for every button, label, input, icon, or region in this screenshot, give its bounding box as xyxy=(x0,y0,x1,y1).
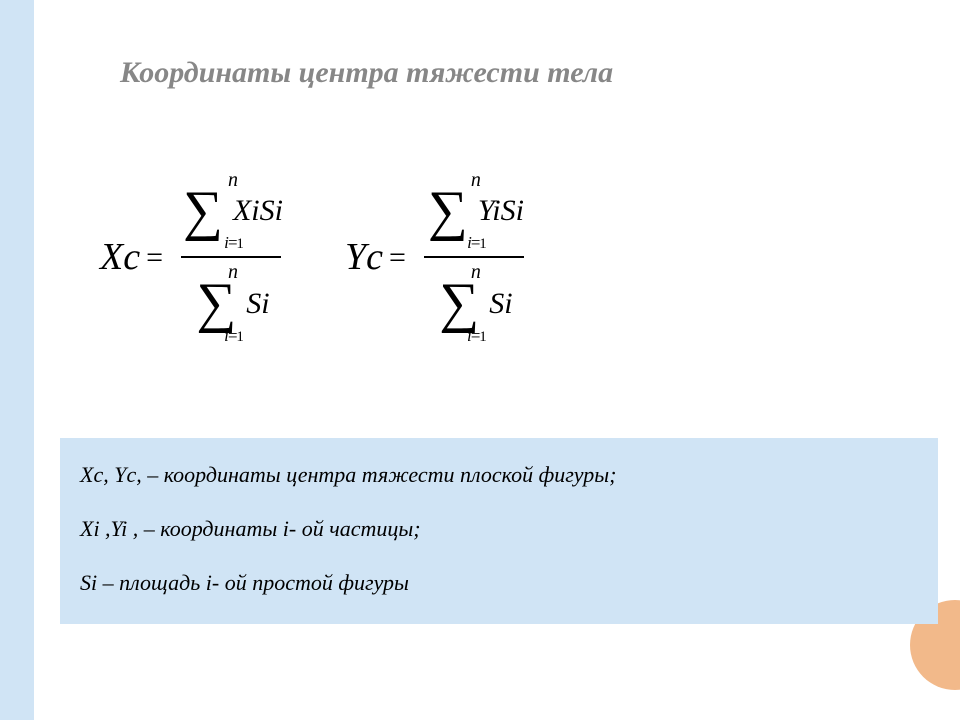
yc-den-summand: Si xyxy=(489,289,512,319)
xc-var: Xc xyxy=(100,236,140,278)
formula-yc-fraction: n ∑ YiSi i=1 n ∑ Si i=1 xyxy=(424,170,528,345)
sum-lower: i=1 xyxy=(467,327,485,345)
yc-num-summand: YiSi xyxy=(478,196,524,226)
eq-sign: = xyxy=(146,241,163,274)
xc-den-summand: Si xyxy=(246,289,269,319)
yc-numerator: n ∑ YiSi i=1 xyxy=(428,170,524,252)
def-line-2: Xi ,Yi , – координаты i- ой частицы; xyxy=(80,516,918,542)
formula-xc: Xc= n ∑ XiSi i=1 n ∑ Si i=1 xyxy=(100,170,285,345)
sum-lower: i=1 xyxy=(224,327,242,345)
sigma-icon: ∑ xyxy=(196,278,236,328)
formula-yc: Yc= n ∑ YiSi i=1 n ∑ Si i=1 xyxy=(345,170,528,345)
fraction-line xyxy=(424,256,524,258)
sigma-icon: ∑ xyxy=(183,186,223,236)
sum-lower: i=1 xyxy=(467,234,485,252)
xc-numerator: n ∑ XiSi i=1 xyxy=(183,170,283,252)
sigma-icon: ∑ xyxy=(428,186,468,236)
xc-num-summand: XiSi xyxy=(233,196,283,226)
def-line-1: Xc, Yc, – координаты центра тяжести плос… xyxy=(80,462,918,488)
formula-yc-lhs: Yc= xyxy=(345,235,410,279)
sum-lower: i=1 xyxy=(224,234,242,252)
yc-denominator: n ∑ Si i=1 xyxy=(439,262,512,344)
def-line-3: Si – площадь i- ой простой фигуры xyxy=(80,570,918,596)
formula-xc-fraction: n ∑ XiSi i=1 n ∑ Si i=1 xyxy=(181,170,285,345)
fraction-line xyxy=(181,256,281,258)
eq-sign: = xyxy=(389,241,406,274)
sigma-icon: ∑ xyxy=(439,278,479,328)
formula-row: Xc= n ∑ XiSi i=1 n ∑ Si i=1 xyxy=(100,170,900,345)
slide-title: Координаты центра тяжести тела xyxy=(120,56,613,90)
left-accent-bar xyxy=(0,0,34,720)
formula-xc-lhs: Xc= xyxy=(100,235,167,279)
yc-var: Yc xyxy=(345,236,383,278)
definitions-box: Xc, Yc, – координаты центра тяжести плос… xyxy=(60,438,938,624)
xc-denominator: n ∑ Si i=1 xyxy=(196,262,269,344)
